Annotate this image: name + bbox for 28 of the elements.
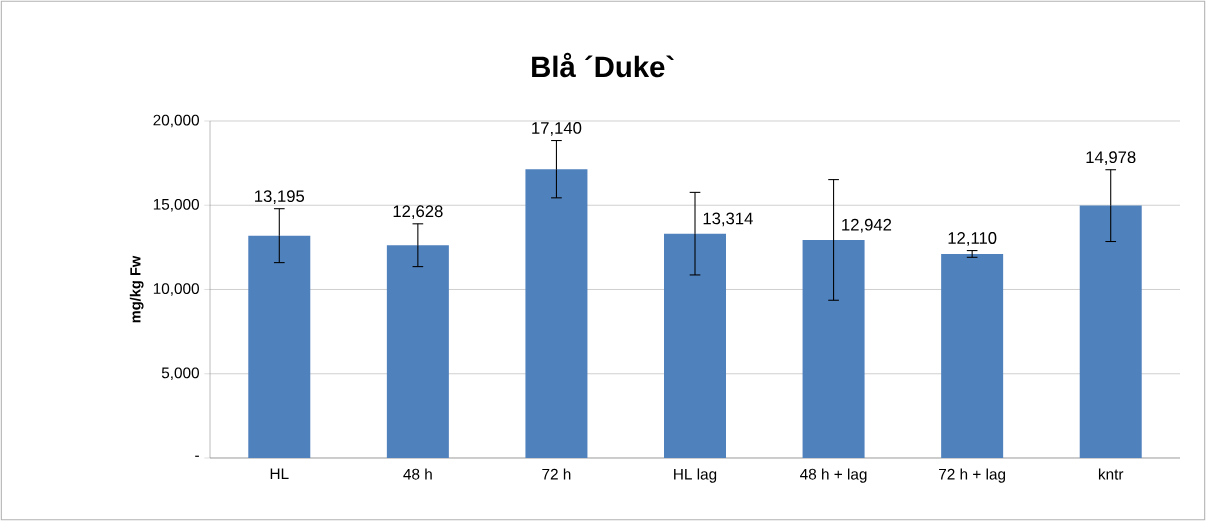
data-label: 12,110	[948, 232, 997, 246]
x-tick-label: 48 h	[403, 468, 432, 480]
x-tick-label: HL	[270, 468, 289, 479]
data-label: 13,314	[703, 212, 753, 227]
chart-title: Blå ´Duke`	[532, 52, 674, 78]
x-tick-label: kntr	[1098, 468, 1124, 480]
data-label: 13,195	[255, 190, 305, 204]
x-tick-label: 72 h + lag	[939, 468, 1006, 483]
bar	[1079, 205, 1142, 458]
data-label: 12,628	[393, 205, 443, 220]
bar	[941, 253, 1004, 458]
y-axis-title: mg/kg Fw	[129, 255, 144, 323]
x-tick-label: HL lag	[674, 468, 717, 483]
bar	[664, 233, 726, 458]
data-label: 14,978	[1086, 151, 1136, 166]
x-tick-label: 48 h + lag	[800, 468, 867, 483]
x-tick-label: 72 h	[542, 468, 571, 480]
y-tick-label: -	[195, 455, 199, 457]
y-tick-label: 5,000	[161, 367, 199, 381]
y-tick-label: 20,000	[153, 114, 199, 128]
bar	[386, 245, 449, 458]
y-tick-label: 15,000	[153, 198, 199, 212]
y-tick-label: 10,000	[153, 283, 199, 296]
bar	[248, 235, 311, 458]
data-label: 12,942	[842, 218, 892, 233]
data-label: 17,140	[532, 122, 582, 136]
bar	[525, 169, 588, 458]
bar	[802, 239, 865, 458]
